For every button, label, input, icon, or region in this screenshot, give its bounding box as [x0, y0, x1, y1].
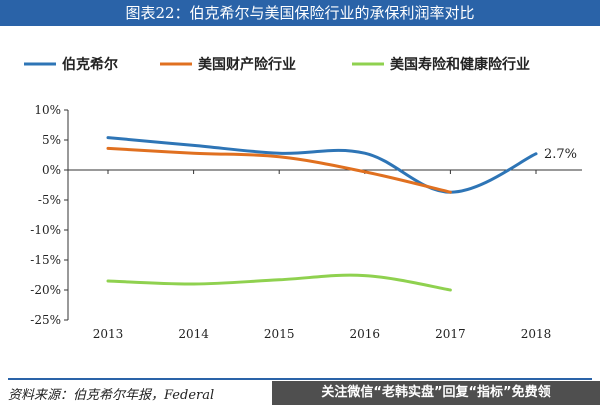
- x-tick-label-0: 2013: [93, 327, 124, 341]
- chart-title: 图表22：伯克希尔与美国保险行业的承保利润率对比: [0, 0, 600, 26]
- legend: 伯克希尔 美国财产险行业 美国寿险和健康险行业: [24, 56, 530, 73]
- line-chart: 伯克希尔 美国财产险行业 美国寿险和健康险行业 10% 5% 0% -5% -10% -15%…: [24, 56, 582, 341]
- y-tick-label-5: -15%: [30, 253, 61, 267]
- source-note: 资料来源：伯克希尔年报，Federal: [8, 388, 215, 403]
- y-tick-label-6: -20%: [30, 283, 61, 297]
- footer-rule: [8, 378, 592, 380]
- promo-banner[interactable]: 关注微信“老韩实盘”回复“指标”免费领: [272, 381, 600, 405]
- y-tick-label-2: 0%: [42, 163, 61, 177]
- x-tick-label-4: 2017: [435, 327, 466, 341]
- y-tick-label-7: -25%: [30, 313, 61, 327]
- y-axis: 10% 5% 0% -5% -10% -15% -20% -25%: [30, 103, 69, 327]
- series-group: [106, 136, 538, 292]
- x-tick-label-2: 2015: [264, 327, 295, 341]
- legend-label-2: 美国寿险和健康险行业: [390, 56, 530, 73]
- x-tick-label-3: 2016: [350, 327, 381, 341]
- y-tick-label-0: 10%: [34, 103, 61, 117]
- x-axis: 2013 2014 2015 2016 2017 2018: [68, 169, 582, 341]
- footer: 资料来源：伯克希尔年报，Federal 关注微信“老韩实盘”回复“指标”免费领: [0, 378, 600, 406]
- y-tick-label-3: -5%: [38, 193, 61, 207]
- data-label-0: 2.7%: [544, 147, 577, 162]
- legend-label-0: 伯克希尔: [62, 56, 118, 73]
- x-tick-label-1: 2014: [178, 327, 209, 341]
- series-line-2: [106, 273, 452, 292]
- legend-label-1: 美国财产险行业: [198, 56, 296, 73]
- y-tick-label-4: -10%: [30, 223, 61, 237]
- annotations: 2.7%: [544, 147, 577, 162]
- series-line-1: [106, 146, 452, 194]
- y-tick-label-1: 5%: [42, 133, 61, 147]
- x-tick-label-5: 2018: [521, 327, 552, 341]
- series-line-0: [106, 136, 538, 194]
